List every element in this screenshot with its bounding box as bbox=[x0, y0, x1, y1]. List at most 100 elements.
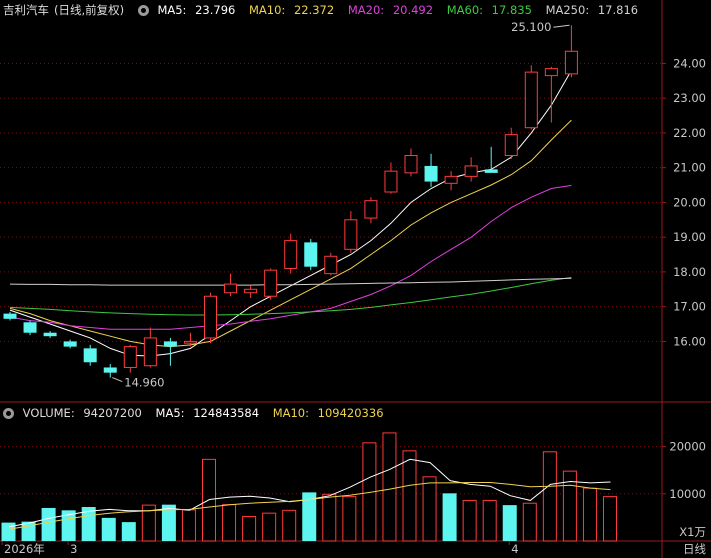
high-annotation: 25.100 bbox=[511, 20, 551, 34]
candle-body bbox=[43, 332, 57, 337]
volume-legend-item: VOLUME: 94207200 bbox=[23, 406, 147, 420]
candle-body bbox=[324, 255, 338, 275]
candle-body bbox=[123, 346, 137, 368]
ma20-label: MA20: bbox=[347, 3, 385, 17]
candle-body bbox=[244, 288, 258, 294]
candle-body bbox=[284, 240, 298, 269]
volume-bar bbox=[342, 496, 357, 542]
vol-ma5-value: 124843584 bbox=[193, 406, 260, 420]
candle-body bbox=[143, 337, 157, 367]
candle-body bbox=[23, 322, 37, 333]
period-label: 日线 bbox=[683, 542, 706, 556]
vol-ma10-legend: MA10: 109420336 bbox=[273, 406, 389, 420]
date-label: 3 bbox=[70, 542, 77, 556]
vol-ma5-legend: MA5: 124843584 bbox=[156, 406, 265, 420]
ma60-label: MA60: bbox=[446, 3, 484, 17]
candle-body bbox=[544, 68, 558, 77]
ma10-label: MA10: bbox=[249, 3, 286, 17]
period-label: (日线,前复权) bbox=[54, 3, 125, 17]
stock-title: 吉利汽车 (日线,前复权) bbox=[3, 3, 129, 17]
gear-icon[interactable] bbox=[3, 408, 14, 419]
ma10-legend: MA10: 22.372 bbox=[249, 3, 339, 17]
volume-bar bbox=[562, 470, 577, 542]
candle-body bbox=[364, 200, 378, 219]
price-tick-label: 18.00 bbox=[673, 265, 706, 279]
date-label: 4 bbox=[511, 542, 518, 556]
candle-body bbox=[444, 175, 458, 184]
volume-bar bbox=[442, 493, 457, 541]
candle-body bbox=[63, 341, 77, 347]
price-tick-label: 24.00 bbox=[673, 56, 706, 70]
volume-bar bbox=[302, 492, 317, 541]
vol-ma10-label: MA10: bbox=[272, 406, 309, 420]
candle-body bbox=[344, 219, 358, 250]
ma20-value: 20.492 bbox=[392, 3, 434, 17]
volume-bar bbox=[41, 507, 56, 541]
price-ma250-line bbox=[9, 277, 572, 286]
price-ma60-line bbox=[9, 277, 572, 316]
volume-bar bbox=[282, 509, 297, 542]
ma250-label: MA250: bbox=[545, 3, 590, 17]
candle-body bbox=[524, 71, 538, 129]
low-arrow bbox=[112, 377, 123, 383]
price-tick-label: 22.00 bbox=[673, 126, 706, 140]
candle-body bbox=[83, 348, 97, 363]
volume-bar bbox=[141, 504, 156, 542]
candle-body bbox=[424, 165, 438, 182]
volume-bar bbox=[462, 499, 477, 542]
price-ma10-line bbox=[9, 119, 572, 348]
price-tick-label: 16.00 bbox=[673, 334, 706, 348]
candle-body bbox=[224, 283, 238, 294]
volume-bar bbox=[402, 450, 417, 542]
candle-body bbox=[484, 169, 498, 173]
ma60-legend: MA60: 17.835 bbox=[447, 3, 537, 17]
candle-body bbox=[103, 367, 117, 373]
volume-bar bbox=[482, 499, 497, 542]
volume-bar bbox=[382, 432, 397, 542]
volume-bar bbox=[582, 487, 597, 542]
volume-label: VOLUME: bbox=[22, 406, 75, 420]
candle-body bbox=[304, 242, 318, 267]
volume-bar bbox=[181, 509, 196, 542]
volume-bar bbox=[502, 505, 517, 541]
candle-body bbox=[183, 340, 197, 344]
candle-body bbox=[504, 134, 518, 157]
candle-body bbox=[384, 170, 398, 193]
gear-icon[interactable] bbox=[137, 5, 149, 16]
volume-ma10-line bbox=[8, 482, 611, 530]
candle-body bbox=[464, 165, 478, 177]
ma5-label: MA5: bbox=[157, 3, 187, 17]
candle-body bbox=[163, 341, 177, 347]
ma5-legend: MA5: 23.796 bbox=[157, 3, 240, 17]
price-tick-label: 17.00 bbox=[673, 300, 706, 314]
price-ma5-line bbox=[9, 70, 572, 357]
volume-unit-label: X1万 bbox=[679, 525, 706, 539]
price-tick-label: 21.00 bbox=[673, 161, 706, 175]
volume-bar bbox=[101, 517, 116, 541]
volume-bar bbox=[422, 476, 437, 542]
price-tick-label: 20.00 bbox=[673, 195, 706, 209]
stock-name: 吉利汽车 bbox=[3, 3, 49, 17]
price-tick-label: 19.00 bbox=[673, 230, 706, 244]
vol-ma10-value: 109420336 bbox=[317, 406, 384, 420]
volume-tick-label: 20000 bbox=[669, 440, 706, 454]
volume-bar bbox=[322, 493, 337, 542]
candle-body bbox=[564, 50, 578, 75]
candle-body bbox=[404, 155, 418, 174]
ma250-legend: MA250: 17.816 bbox=[546, 3, 644, 17]
volume-bar bbox=[522, 502, 537, 542]
price-ma20-line bbox=[9, 184, 572, 330]
volume-bar bbox=[262, 512, 277, 542]
volume-bar bbox=[603, 496, 617, 542]
volume-legend: VOLUME: 94207200 MA5: 124843584 MA10: 10… bbox=[3, 406, 394, 420]
price-legend: 吉利汽车 (日线,前复权) MA5: 23.796 MA10: 22.372 MA… bbox=[3, 3, 648, 17]
volume-bar bbox=[1, 522, 16, 541]
ma5-value: 23.796 bbox=[195, 3, 236, 17]
candle-body bbox=[204, 295, 217, 339]
date-label: 2026年 bbox=[4, 542, 45, 556]
vol-ma5-label: MA5: bbox=[155, 406, 185, 420]
volume-bar bbox=[542, 451, 557, 542]
ma20-legend: MA20: 20.492 bbox=[348, 3, 438, 17]
high-arrow bbox=[553, 24, 570, 28]
